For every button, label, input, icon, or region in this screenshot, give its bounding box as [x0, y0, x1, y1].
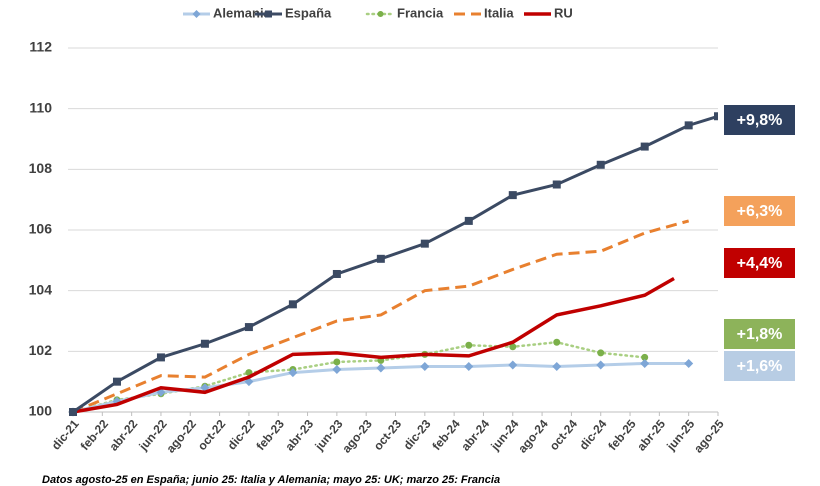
legend-label: Alemania	[213, 5, 272, 20]
x-tick-label: dic-21	[49, 417, 82, 453]
marker	[597, 349, 605, 357]
legend-marker	[265, 10, 272, 18]
x-tick-label: abr-23	[282, 417, 316, 454]
marker	[640, 358, 650, 368]
y-tick-label: 108	[29, 160, 53, 176]
series-line	[72, 277, 675, 414]
end-label-box	[724, 351, 795, 381]
marker	[156, 353, 165, 362]
x-tick-label: abr-25	[634, 417, 668, 454]
footnote: Datos agosto-25 en España; junio 25: Ita…	[42, 474, 500, 486]
marker	[684, 121, 693, 130]
marker	[684, 358, 694, 368]
marker	[376, 254, 385, 263]
x-tick-label: feb-23	[254, 417, 288, 453]
marker	[508, 191, 517, 200]
x-tick-label: feb-25	[605, 417, 639, 453]
marker	[200, 339, 209, 348]
marker	[553, 338, 561, 346]
marker	[640, 142, 649, 151]
x-tick-label: dic-23	[401, 417, 434, 453]
x-tick-label: abr-22	[106, 417, 140, 454]
marker	[464, 362, 474, 371]
marker	[112, 377, 121, 386]
y-tick-label: 100	[29, 403, 53, 419]
y-tick-label: 112	[29, 39, 52, 55]
x-tick-label: oct-22	[195, 417, 229, 453]
marker	[714, 112, 718, 121]
marker	[552, 362, 562, 371]
x-tick-label: feb-22	[78, 417, 112, 453]
marker	[69, 408, 77, 416]
end-label: +9,8%	[737, 112, 783, 129]
marker	[288, 368, 298, 378]
marker	[508, 360, 518, 370]
end-label: +4,4%	[737, 255, 783, 272]
marker	[641, 353, 649, 361]
legend-marker	[377, 11, 384, 17]
x-tick-label: dic-22	[225, 417, 258, 453]
marker	[596, 160, 605, 169]
marker	[333, 358, 341, 366]
x-tick-label: dic-24	[576, 417, 609, 453]
x-tick-label: abr-24	[458, 417, 492, 454]
end-label-box	[724, 105, 795, 135]
x-tick-label: feb-24	[429, 417, 463, 453]
end-label: +1,8%	[737, 326, 783, 343]
marker	[509, 343, 517, 351]
legend-label: España	[285, 5, 332, 20]
x-tick-label: ago-25	[691, 417, 727, 456]
legend-label: RU	[554, 5, 573, 20]
marker	[464, 216, 473, 225]
y-tick-label: 106	[29, 221, 53, 237]
x-tick-label: oct-23	[371, 417, 405, 453]
series-line	[72, 219, 690, 414]
end-label: +6,3%	[737, 203, 783, 220]
marker	[288, 300, 297, 309]
end-label-box	[724, 248, 795, 278]
end-label-box	[724, 196, 795, 226]
series-line	[71, 340, 646, 414]
legend-label: Francia	[397, 5, 444, 20]
y-tick-label: 102	[29, 342, 53, 358]
x-tick-label: ago-23	[339, 417, 375, 456]
y-tick-label: 104	[29, 281, 53, 297]
marker	[465, 341, 473, 349]
end-label-box	[724, 319, 795, 349]
marker	[420, 362, 430, 371]
series-line	[72, 114, 718, 414]
marker	[420, 239, 429, 248]
marker	[552, 180, 561, 189]
legend-marker	[192, 10, 201, 18]
marker	[244, 323, 253, 332]
legend-label: Italia	[484, 5, 514, 20]
marker	[596, 360, 606, 370]
x-tick-label: ago-22	[163, 417, 199, 456]
marker	[332, 365, 342, 375]
marker	[332, 269, 341, 278]
marker	[376, 363, 386, 373]
x-tick-label: ago-24	[515, 417, 551, 456]
x-tick-label: oct-24	[547, 417, 581, 453]
end-label: +1,6%	[737, 358, 783, 375]
y-tick-label: 110	[29, 99, 52, 115]
